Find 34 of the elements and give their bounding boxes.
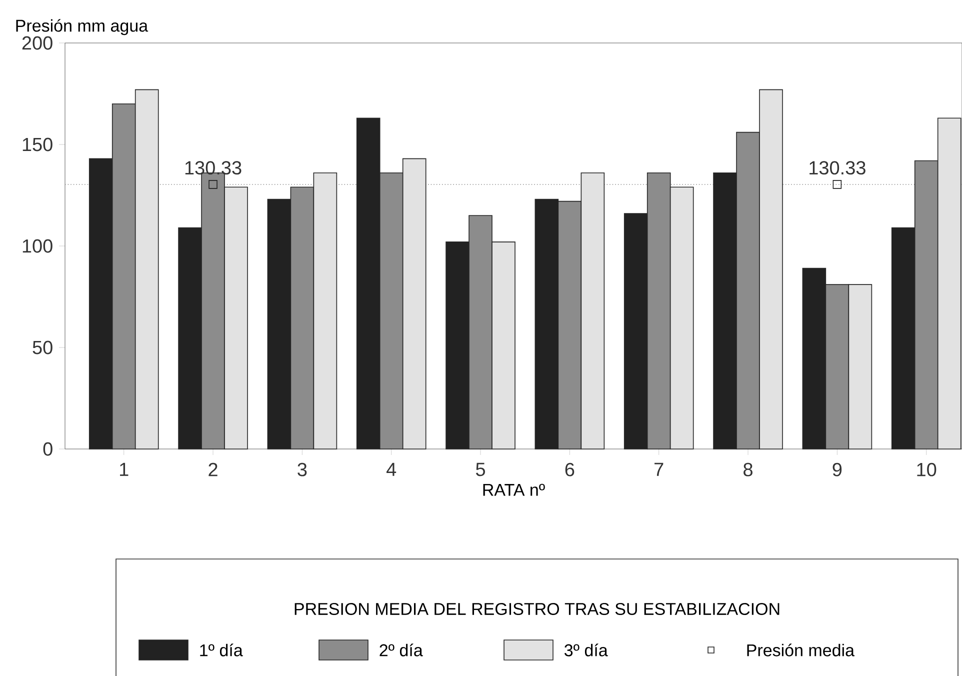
- y-tick-label: 200: [22, 36, 52, 50]
- bar: [134, 89, 159, 450]
- bar: [313, 172, 338, 450]
- y-axis-title: Presión mm agua: [16, 19, 148, 36]
- x-tick-label: 1: [120, 462, 128, 476]
- y-tick-label: 0: [43, 442, 52, 456]
- x-tick-label: 2: [208, 462, 218, 476]
- legend-label: Presión media: [747, 644, 854, 656]
- bar: [937, 118, 962, 450]
- x-tick-label: 6: [565, 462, 574, 476]
- x-tick-label: 8: [744, 462, 752, 476]
- y-tick-label: 150: [22, 138, 52, 152]
- bar: [402, 158, 426, 450]
- data-label: 130.33: [810, 161, 866, 175]
- x-tick-label: 4: [386, 462, 396, 476]
- x-tick-label: 7: [654, 462, 664, 476]
- y-tick-label: 50: [32, 340, 52, 354]
- bar: [224, 186, 248, 450]
- legend-label: 2º día: [380, 644, 423, 656]
- bar: [492, 242, 516, 450]
- legend-label: 3º día: [564, 644, 608, 656]
- bar: [759, 89, 783, 450]
- legend-label: 1º día: [200, 644, 243, 656]
- x-tick-label: 10: [917, 462, 936, 476]
- data-label: 130.33: [185, 161, 242, 175]
- x-axis-title: RATA nº: [483, 484, 545, 496]
- x-tick-label: 5: [476, 462, 485, 476]
- x-tick-label: 9: [832, 462, 842, 476]
- y-tick-label: 100: [22, 239, 52, 253]
- bar: [670, 186, 694, 450]
- x-tick-label: 3: [298, 462, 307, 476]
- bar: [848, 284, 872, 450]
- legend-title: PRESION MEDIA DEL REGISTRO TRAS SU ESTABILIZACION: [294, 602, 780, 616]
- bar: [580, 172, 605, 450]
